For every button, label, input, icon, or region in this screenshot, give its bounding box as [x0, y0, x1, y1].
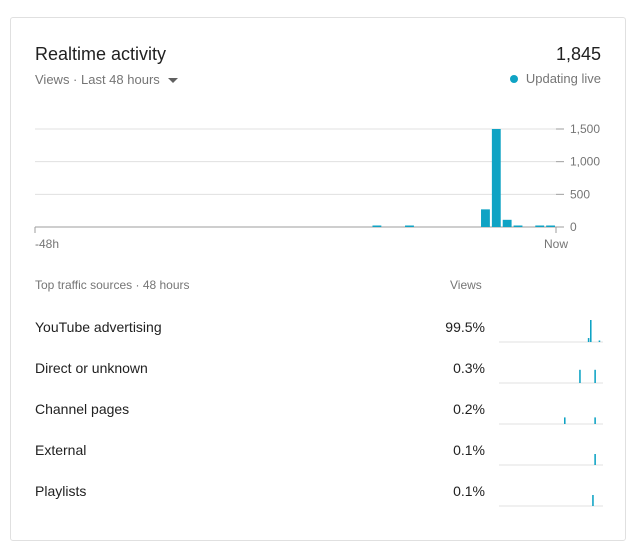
- traffic-source-sparkline: [499, 495, 603, 507]
- sparkline-bar: [590, 320, 592, 342]
- sparkline-bar: [579, 369, 581, 383]
- traffic-source-name: YouTube advertising: [35, 319, 162, 335]
- metric-period-label: Views · Last 48 hours: [35, 72, 160, 87]
- realtime-activity-card: Realtime activity 1,845 Views · Last 48 …: [10, 17, 626, 541]
- traffic-source-sparkline: [499, 454, 603, 466]
- chart-bar[interactable]: [372, 225, 382, 228]
- traffic-source-row[interactable]: YouTube advertising 99.5%: [11, 311, 627, 352]
- live-status-label: Updating live: [525, 71, 601, 86]
- card-title: Realtime activity: [35, 44, 167, 64]
- traffic-source-sparkline: [499, 369, 603, 384]
- y-tick-label: 500: [570, 187, 590, 201]
- live-status: Updating live: [509, 71, 601, 86]
- dropdown-arrow-icon: [167, 78, 178, 83]
- sparkline-bar: [564, 417, 566, 424]
- sparkline-bar: [594, 369, 596, 383]
- chart-bar[interactable]: [513, 225, 523, 228]
- x-end-label: Now: [544, 237, 568, 251]
- y-tick-label: 1,500: [570, 122, 600, 136]
- sparkline-bar: [594, 454, 596, 465]
- y-tick-label: 1,000: [570, 155, 600, 169]
- sparkline-bar: [592, 495, 594, 506]
- total-views: 1,845: [555, 44, 601, 64]
- traffic-source-row[interactable]: Direct or unknown 0.3%: [11, 352, 627, 393]
- traffic-source-percentage: 0.2%: [453, 401, 485, 417]
- x-start-label: -48h: [35, 237, 59, 251]
- sparkline-bar: [594, 417, 596, 424]
- chart-bar[interactable]: [405, 225, 414, 228]
- chart-bar[interactable]: [546, 225, 555, 228]
- live-dot-icon: [509, 74, 518, 83]
- traffic-source-percentage: 0.3%: [453, 360, 485, 376]
- traffic-source-percentage: 0.1%: [453, 483, 485, 499]
- sparkline-bar: [587, 338, 590, 342]
- traffic-source-name: Channel pages: [35, 401, 130, 417]
- traffic-source-row[interactable]: Playlists 0.1%: [11, 475, 627, 516]
- traffic-source-name: Direct or unknown: [35, 360, 148, 376]
- chart-bar[interactable]: [535, 225, 545, 228]
- traffic-source-sparkline: [499, 320, 603, 343]
- chart-bar[interactable]: [491, 129, 501, 227]
- traffic-source-row[interactable]: Channel pages 0.2%: [11, 393, 627, 434]
- realtime-bar-chart: 0 500 1,000 1,500 -48h Now: [34, 122, 600, 251]
- y-tick-label: 0: [570, 220, 577, 234]
- views-column-header: Views: [450, 278, 482, 292]
- chart-bar[interactable]: [502, 219, 512, 227]
- traffic-source-percentage: 99.5%: [445, 319, 485, 335]
- traffic-source-name: External: [35, 442, 87, 458]
- sparkline-bar: [598, 340, 601, 342]
- traffic-source-row[interactable]: External 0.1%: [11, 434, 627, 475]
- chart-bar[interactable]: [481, 209, 490, 227]
- metric-period-dropdown[interactable]: Views · Last 48 hours: [35, 72, 178, 87]
- traffic-source-name: Playlists: [35, 483, 87, 499]
- traffic-source-percentage: 0.1%: [453, 442, 485, 458]
- traffic-source-sparkline: [499, 417, 603, 425]
- traffic-sources-header: Top traffic sources · 48 hours: [35, 278, 190, 292]
